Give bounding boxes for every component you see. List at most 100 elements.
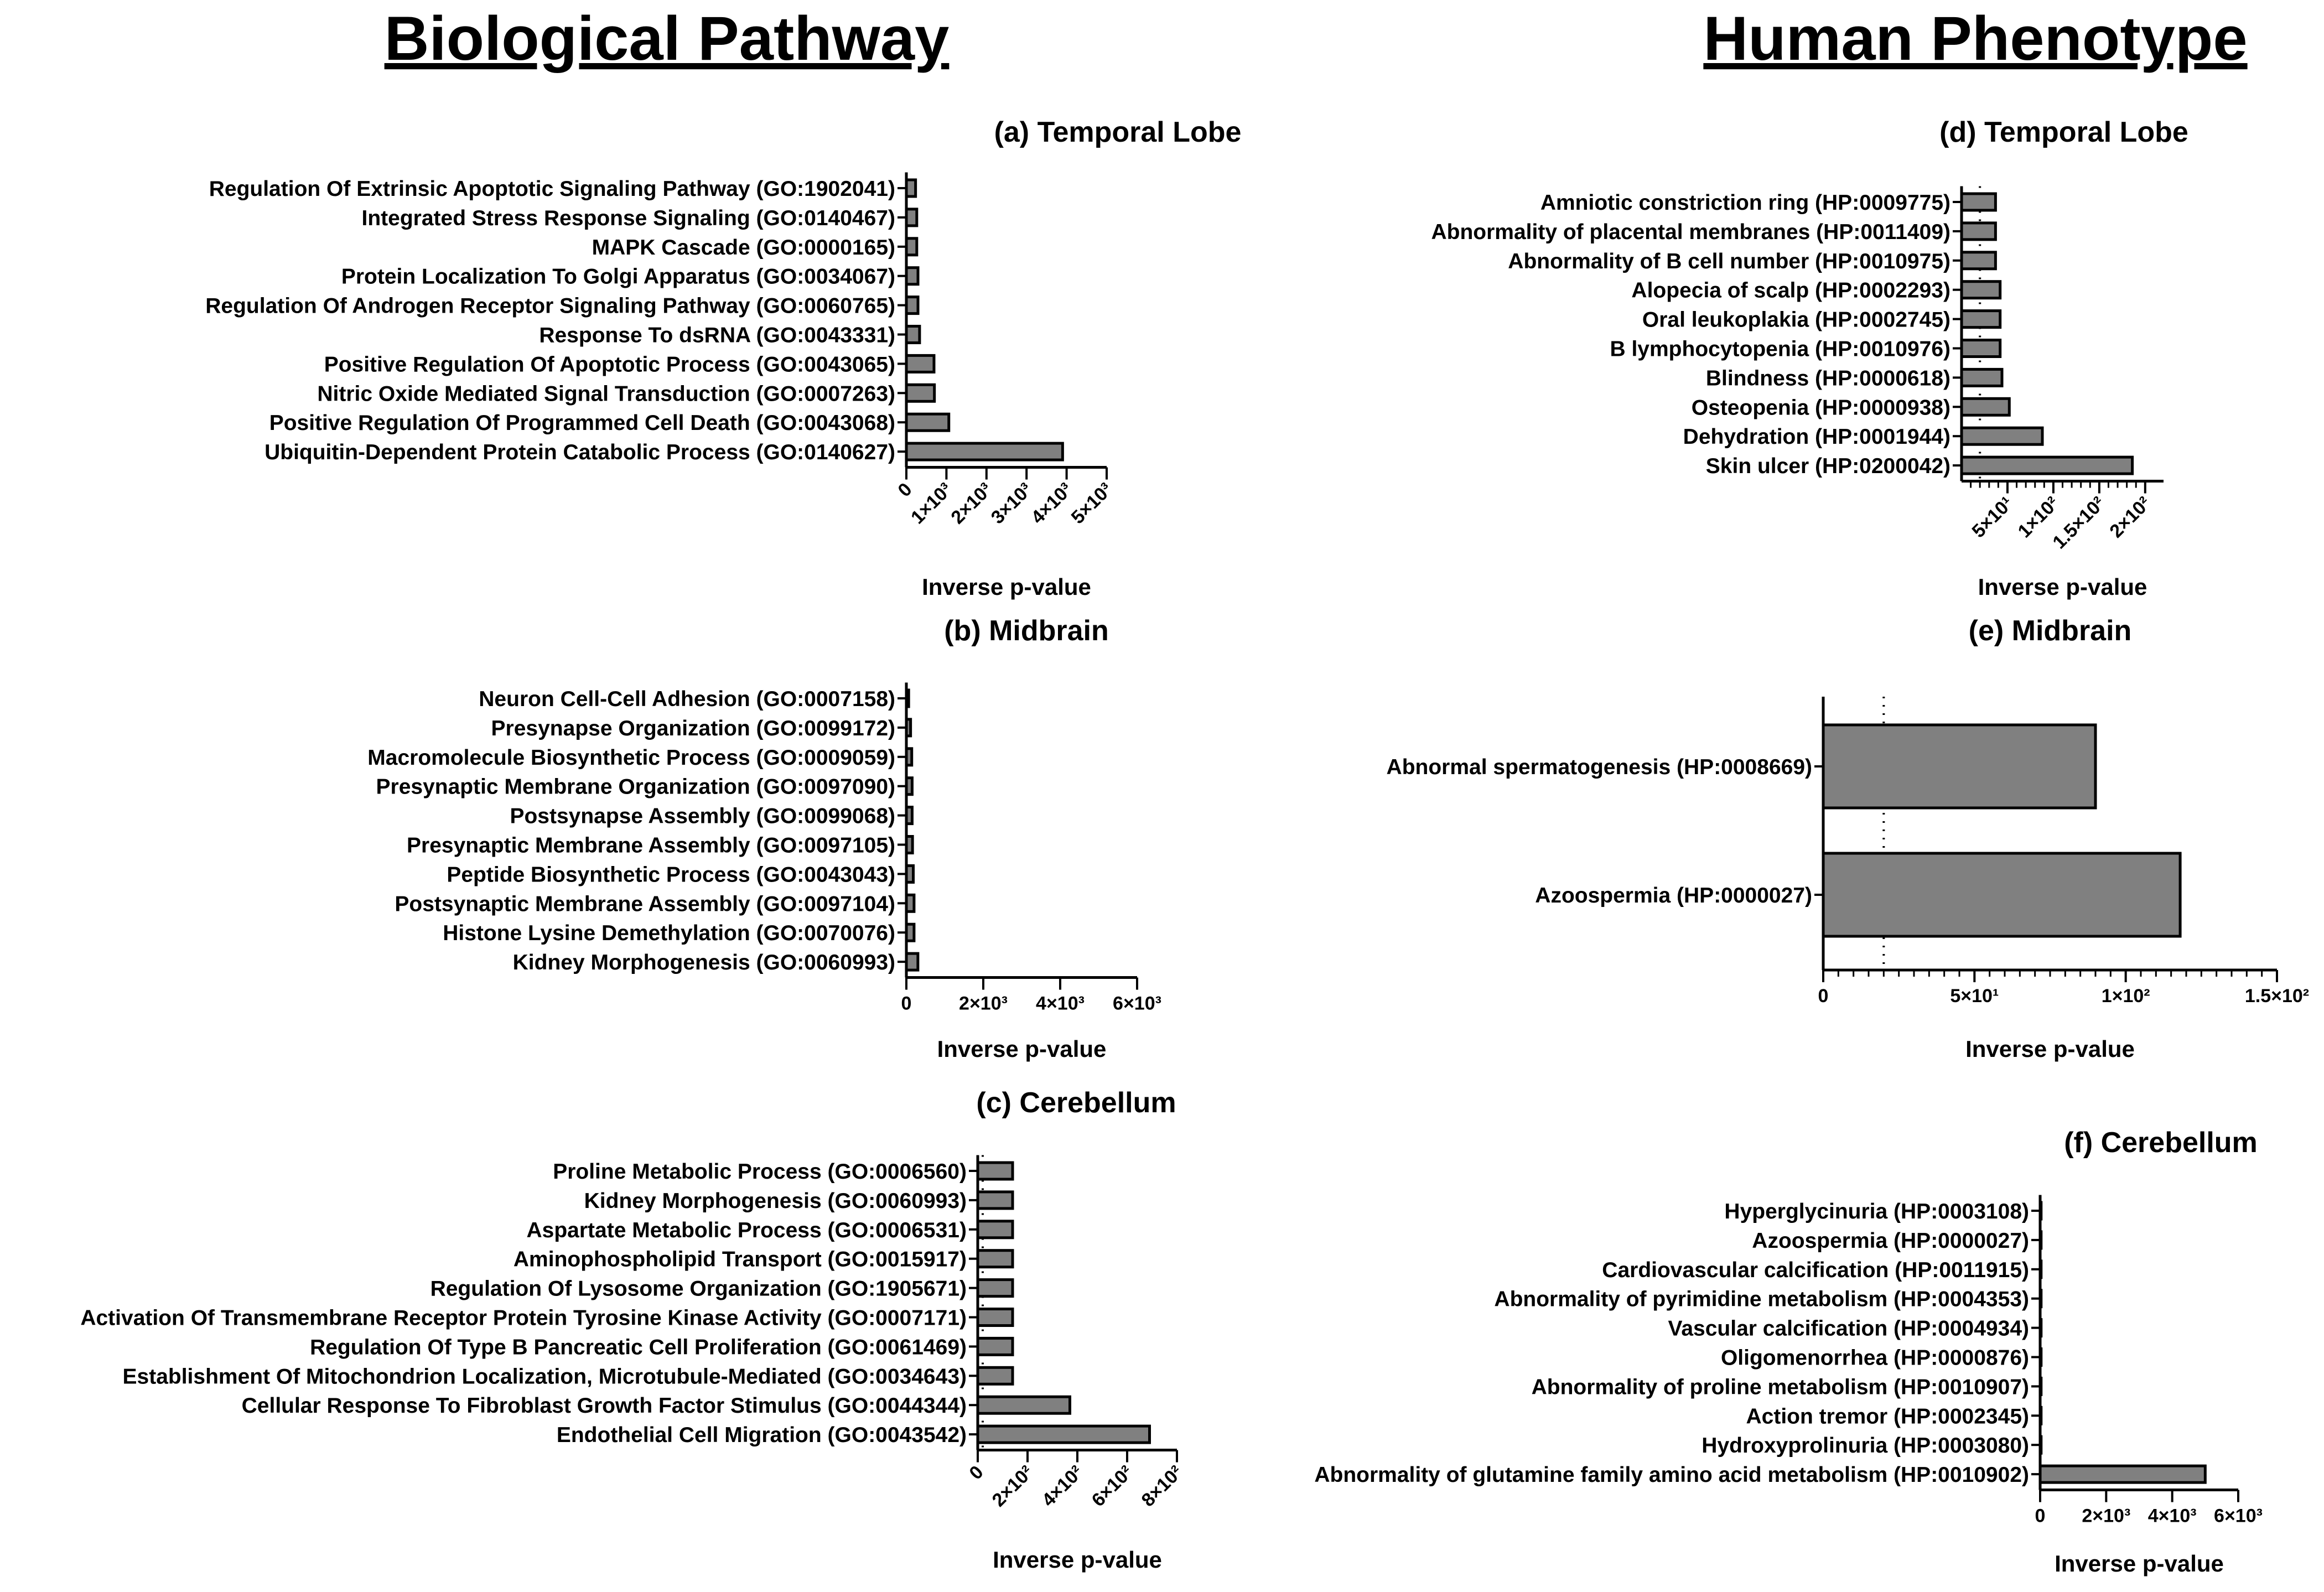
category-label: Abnormality of glutamine family amino ac…	[1314, 1463, 2029, 1487]
bar	[1822, 852, 2182, 938]
chart-title: (b) Midbrain	[944, 615, 1109, 647]
category-label: Abnormality of placental membranes (HP:0…	[1431, 220, 1951, 244]
bar	[905, 208, 919, 227]
category-label: Aminophospholipid Transport (GO:0015917)	[513, 1248, 967, 1272]
category-label: Abnormality of pyrimidine metabolism (HP…	[1494, 1288, 2029, 1311]
category-label: Neuron Cell-Cell Adhesion (GO:0007158)	[479, 687, 895, 711]
chart-title: (e) Midbrain	[1969, 615, 2132, 647]
bar	[1960, 455, 2134, 475]
chart-panel-e: (e) Midbrain Abnormal spermatogenesis (HP…	[1387, 615, 2310, 1062]
x-tick-label: 0	[1818, 986, 1829, 1007]
bar	[905, 354, 936, 374]
category-label: Regulation Of Type B Pancreatic Cell Pro…	[310, 1335, 967, 1359]
category-label: Amniotic constriction ring (HP:0009775)	[1540, 191, 1950, 215]
bar	[905, 442, 1064, 461]
x-axis-label: Inverse p-value	[993, 1547, 1162, 1573]
bar	[976, 1220, 1014, 1240]
chart-panel-a: (a) Temporal Lobe Regulation Of Extrinsic…	[205, 116, 1241, 600]
category-label: Azoospermia (HP:0000027)	[1752, 1229, 2029, 1253]
chart-panel-c: (c) Cerebellum Proline Metabolic Process …	[80, 1087, 1186, 1573]
bar	[1960, 367, 2004, 387]
category-label: Hyperglycinuria (HP:0003108)	[1724, 1200, 2029, 1223]
category-label: Ubiquitin-Dependent Protein Catabolic Pr…	[264, 440, 895, 464]
category-label: Regulation Of Extrinsic Apoptotic Signal…	[209, 177, 895, 201]
category-label: Abnormal spermatogenesis (HP:0008669)	[1387, 755, 1812, 779]
heading-human-phenotype: Human Phenotype	[1703, 4, 2247, 73]
x-tick-label: 6×10³	[1113, 993, 1161, 1014]
bar	[1960, 251, 1997, 271]
category-label: Peptide Biosynthetic Process (GO:0043043…	[447, 863, 895, 886]
bar	[1960, 221, 1997, 241]
bar	[976, 1249, 1014, 1269]
category-label: Skin ulcer (HP:0200042)	[1706, 454, 1950, 478]
bar	[1960, 309, 2002, 329]
x-tick-label: 0	[2035, 1506, 2046, 1527]
bar	[2038, 1464, 2207, 1484]
x-tick-label: 4×10³	[1036, 993, 1085, 1014]
x-tick-label: 4×10³	[2148, 1506, 2197, 1527]
x-tick-label: 1×10²	[2102, 986, 2150, 1007]
x-axis-label: Inverse p-value	[1978, 574, 2147, 600]
category-label: Nitric Oxide Mediated Signal Transductio…	[317, 382, 895, 406]
bar	[976, 1278, 1014, 1298]
x-tick-label: 5×10¹	[1950, 986, 1999, 1007]
category-label: Oligomenorrhea (HP:0000876)	[1721, 1346, 2029, 1370]
category-label: Oral leukoplakia (HP:0002745)	[1642, 308, 1950, 332]
chart-title: (c) Cerebellum	[976, 1087, 1176, 1119]
chart-panel-f: (f) Cerebellum Hyperglycinuria (HP:000310…	[1314, 1127, 2263, 1577]
bar	[905, 266, 920, 286]
category-label: Postsynaptic Membrane Assembly (GO:00971…	[395, 892, 895, 916]
chart-title: (d) Temporal Lobe	[1939, 116, 2188, 148]
x-tick-label: 1.5×10²	[2245, 986, 2309, 1007]
category-label: Hydroxyprolinuria (HP:0003080)	[1702, 1434, 2029, 1458]
category-label: Action tremor (HP:0002345)	[1746, 1404, 2030, 1428]
bar	[1960, 397, 2011, 417]
bar	[1960, 192, 1997, 212]
bar	[905, 952, 920, 972]
category-label: Activation Of Transmembrane Receptor Pro…	[80, 1306, 967, 1330]
category-label: Positive Regulation Of Programmed Cell D…	[269, 411, 895, 435]
bar	[1960, 280, 2002, 300]
chart-panel-b: (b) Midbrain Neuron Cell-Cell Adhesion (G…	[367, 615, 1161, 1062]
category-label: Blindness (HP:0000618)	[1706, 366, 1950, 390]
chart-title: (a) Temporal Lobe	[994, 116, 1242, 148]
category-label: Aspartate Metabolic Process (GO:0006531)	[526, 1218, 967, 1242]
category-label: Dehydration (HP:0001944)	[1683, 425, 1950, 449]
x-tick-label: 6×10³	[2214, 1506, 2263, 1527]
bar	[976, 1336, 1014, 1356]
category-label: Presynapse Organization (GO:0099172)	[491, 717, 895, 740]
category-label: Positive Regulation Of Apoptotic Process…	[324, 352, 895, 376]
bar	[1960, 426, 2044, 446]
category-label: Presynaptic Membrane Assembly (GO:009710…	[407, 834, 895, 858]
category-label: Vascular calcification (HP:0004934)	[1668, 1317, 2029, 1341]
bar	[976, 1366, 1014, 1386]
x-axis-label: Inverse p-value	[2055, 1550, 2224, 1577]
x-axis-label: Inverse p-value	[1965, 1036, 2135, 1062]
category-label: Establishment Of Mitochondrion Localizat…	[123, 1365, 967, 1388]
category-label: Regulation Of Lysosome Organization (GO:…	[430, 1277, 967, 1301]
category-label: Osteopenia (HP:0000938)	[1692, 396, 1950, 419]
bar	[976, 1424, 1151, 1444]
charts-layer: (a) Temporal Lobe Regulation Of Extrinsic…	[80, 116, 2309, 1577]
bar	[976, 1308, 1014, 1327]
chart-title: (f) Cerebellum	[2064, 1127, 2258, 1159]
category-label: Protein Localization To Golgi Apparatus …	[341, 265, 895, 289]
bar	[1822, 723, 2097, 810]
bar	[1960, 339, 2002, 358]
heading-biological-pathway: Biological Pathway	[385, 4, 950, 73]
category-label: MAPK Cascade (GO:0000165)	[592, 236, 895, 260]
category-label: Cellular Response To Fibroblast Growth F…	[242, 1394, 967, 1418]
category-label: Cardiovascular calcification (HP:0011915…	[1602, 1258, 2029, 1282]
category-label: Azoospermia (HP:0000027)	[1535, 884, 1812, 908]
category-label: Macromolecule Biosynthetic Process (GO:0…	[367, 746, 895, 770]
category-label: Endothelial Cell Migration (GO:0043542)	[557, 1423, 967, 1447]
category-label: Histone Lysine Demethylation (GO:0070076…	[443, 921, 895, 945]
category-label: Alopecia of scalp (HP:0002293)	[1631, 279, 1950, 303]
category-label: Integrated Stress Response Signaling (GO…	[362, 206, 895, 230]
category-label: Proline Metabolic Process (GO:0006560)	[553, 1160, 967, 1184]
bar	[905, 383, 936, 403]
bar	[905, 237, 919, 257]
category-label: Abnormality of B cell number (HP:0010975…	[1508, 250, 1950, 273]
category-label: Regulation Of Androgen Receptor Signalin…	[205, 294, 895, 318]
